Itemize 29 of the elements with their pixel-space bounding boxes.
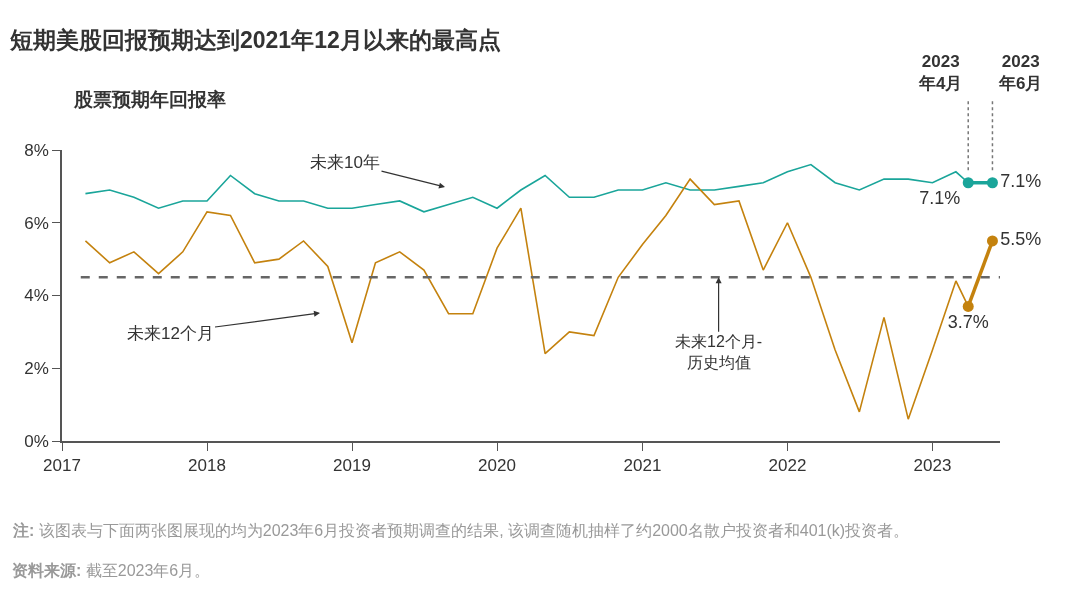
x-tick-label: 2020 bbox=[478, 456, 516, 476]
y-tick-label: 4% bbox=[24, 286, 49, 306]
y-tick-label: 0% bbox=[24, 431, 49, 451]
chart-subtitle: 股票预期年回报率 bbox=[73, 89, 226, 110]
data-label: 3.7% bbox=[947, 311, 989, 332]
data-label: 7.1% bbox=[919, 188, 961, 209]
point bbox=[986, 177, 998, 189]
annotation: 未来10年 bbox=[310, 153, 380, 172]
text: 资料来源: 截至2023年6月。 bbox=[12, 562, 211, 579]
x-tick-label: 2017 bbox=[43, 456, 81, 476]
y-tick-label: 2% bbox=[24, 359, 49, 379]
x-tick-label: 2022 bbox=[768, 456, 807, 476]
text: 注: 该图表与下面两张图展现的均为2023年6月投资者预期调查的结果, 该调查随机抽样了约2000名散户投资者和401(k)投资者。 bbox=[12, 522, 910, 539]
point bbox=[962, 177, 974, 189]
ref-line-label: 2023 年6月 bbox=[998, 52, 1043, 94]
y-tick-label: 6% bbox=[24, 213, 49, 233]
annotation: 未来12个月 bbox=[127, 324, 214, 343]
x-tick-label: 2021 bbox=[623, 456, 662, 476]
x-tick-label: 2019 bbox=[333, 456, 371, 476]
point bbox=[986, 235, 998, 247]
ref-line-label: 未来12个月- 历史均值 bbox=[675, 333, 763, 371]
chart-title: 短期美股回报预期达到2021年12月以来的最高点 bbox=[9, 27, 501, 54]
x-tick-label: 2018 bbox=[188, 456, 226, 476]
y-tick-label: 8% bbox=[24, 140, 49, 160]
data-label: 5.5% bbox=[1000, 229, 1042, 250]
x-tick-label: 2023 bbox=[913, 456, 952, 476]
data-label: 7.1% bbox=[1000, 171, 1042, 192]
ref-line-label: 2023 年4月 bbox=[918, 52, 963, 94]
point bbox=[962, 300, 974, 312]
